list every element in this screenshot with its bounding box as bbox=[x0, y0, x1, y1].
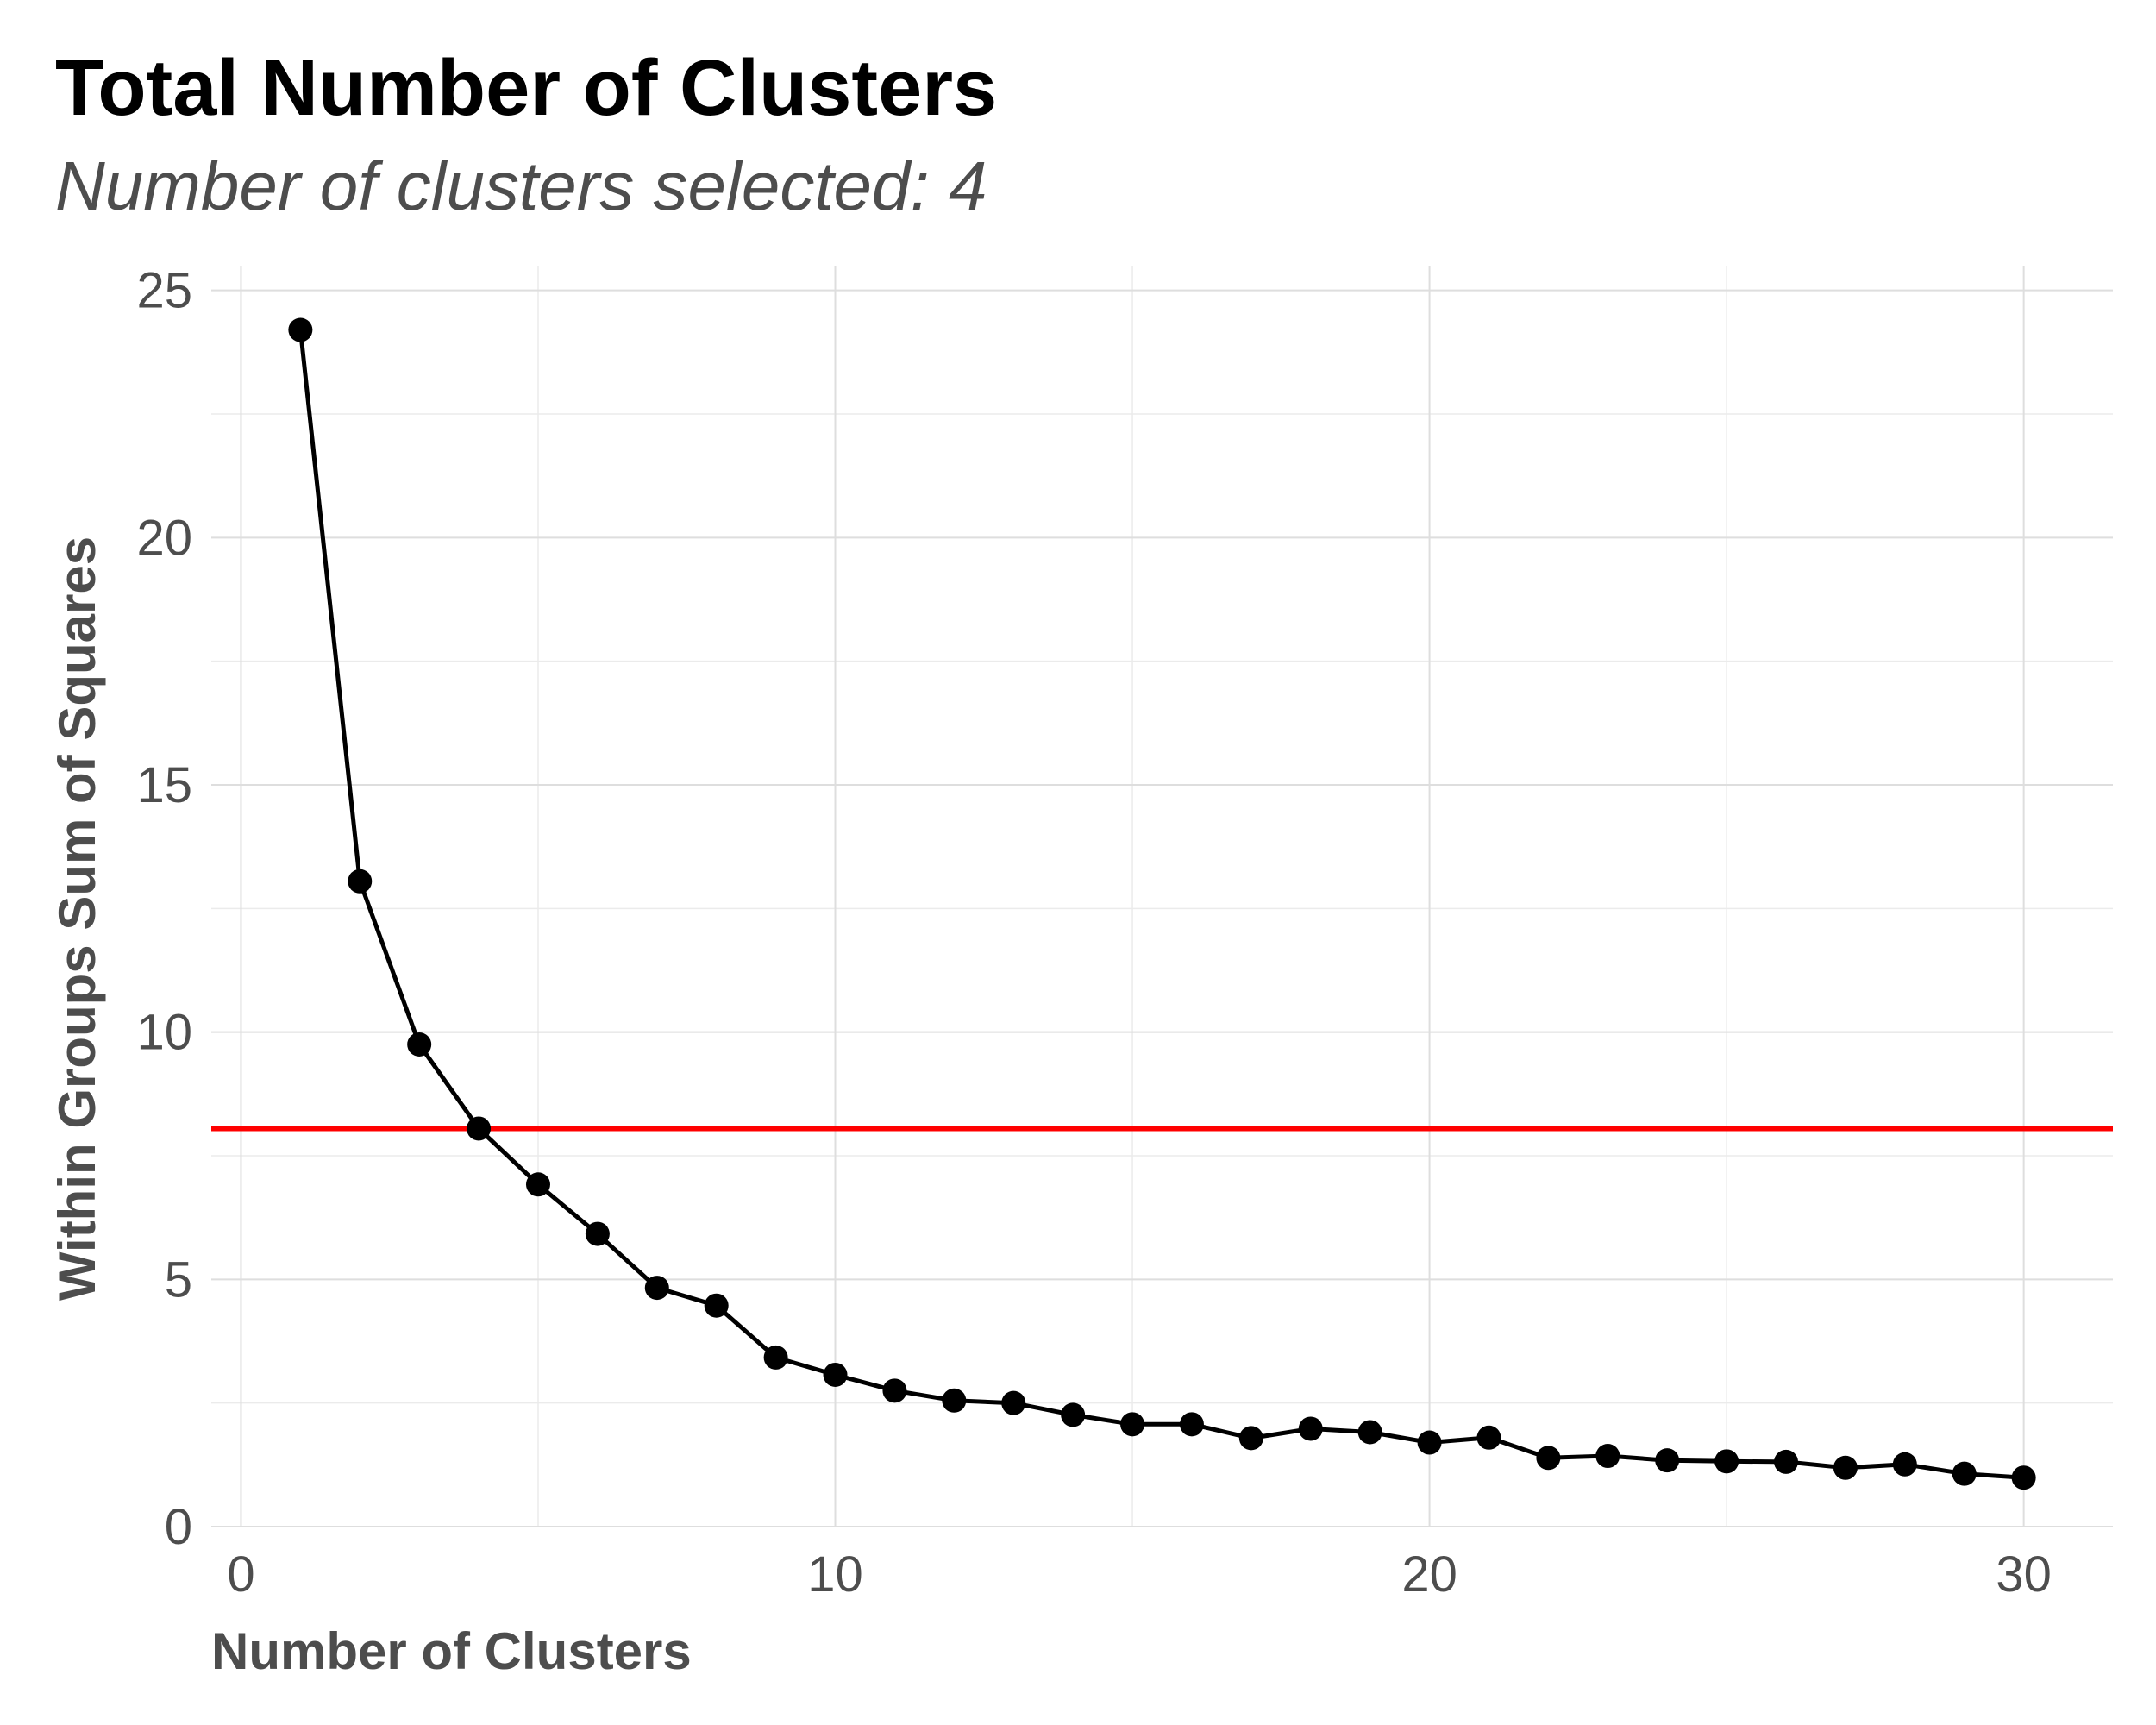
data-point bbox=[1774, 1449, 1799, 1474]
minor-gridlines bbox=[211, 266, 2113, 1527]
data-point bbox=[1001, 1390, 1026, 1415]
data-point bbox=[2011, 1465, 2036, 1490]
data-point bbox=[1714, 1449, 1739, 1474]
x-tick-label: 0 bbox=[227, 1546, 254, 1603]
data-point bbox=[1120, 1412, 1145, 1437]
data-point bbox=[704, 1293, 729, 1318]
data-point bbox=[467, 1116, 492, 1141]
y-axis-ticks: 0 5 10 15 20 25 bbox=[136, 263, 192, 1555]
data-point bbox=[1179, 1412, 1204, 1437]
data-point bbox=[1595, 1444, 1620, 1469]
series-line bbox=[298, 329, 2024, 1480]
y-tick-label: 0 bbox=[165, 1499, 192, 1555]
data-point bbox=[1655, 1448, 1680, 1473]
x-axis-ticks: 0 10 20 30 bbox=[227, 1546, 2052, 1603]
chart-subtitle: Number of clusters selected: 4 bbox=[55, 147, 987, 224]
data-point bbox=[1952, 1461, 1977, 1486]
data-point bbox=[823, 1362, 848, 1387]
chart-title: Total Number of Clusters bbox=[55, 44, 998, 132]
data-point bbox=[585, 1221, 610, 1246]
data-point bbox=[1892, 1452, 1917, 1477]
x-tick-label: 20 bbox=[1401, 1546, 1457, 1603]
data-point bbox=[763, 1345, 788, 1370]
data-point bbox=[1061, 1402, 1086, 1427]
y-tick-label: 20 bbox=[136, 510, 192, 566]
data-point bbox=[942, 1388, 967, 1413]
x-tick-label: 10 bbox=[807, 1546, 863, 1603]
data-point bbox=[1476, 1425, 1501, 1450]
data-point bbox=[525, 1172, 550, 1197]
data-point bbox=[407, 1032, 432, 1057]
data-point bbox=[1357, 1420, 1382, 1445]
data-point bbox=[348, 869, 373, 894]
data-point bbox=[1833, 1455, 1858, 1480]
y-tick-label: 15 bbox=[136, 757, 192, 813]
y-tick-label: 25 bbox=[136, 263, 192, 319]
y-tick-label: 5 bbox=[165, 1251, 192, 1308]
x-axis-title: Number of Clusters bbox=[211, 1622, 692, 1680]
series-layer bbox=[288, 317, 2036, 1490]
data-point bbox=[644, 1276, 669, 1301]
data-point bbox=[288, 317, 313, 342]
major-gridlines bbox=[211, 266, 2113, 1527]
x-tick-label: 30 bbox=[1996, 1546, 2052, 1603]
data-point bbox=[882, 1378, 907, 1403]
data-point bbox=[1298, 1416, 1323, 1441]
data-point bbox=[1417, 1430, 1442, 1455]
data-point bbox=[1238, 1426, 1263, 1451]
y-tick-label: 10 bbox=[136, 1005, 192, 1061]
data-point bbox=[1536, 1446, 1561, 1471]
y-axis-title: Within Groups Sum of Squares bbox=[48, 536, 106, 1301]
